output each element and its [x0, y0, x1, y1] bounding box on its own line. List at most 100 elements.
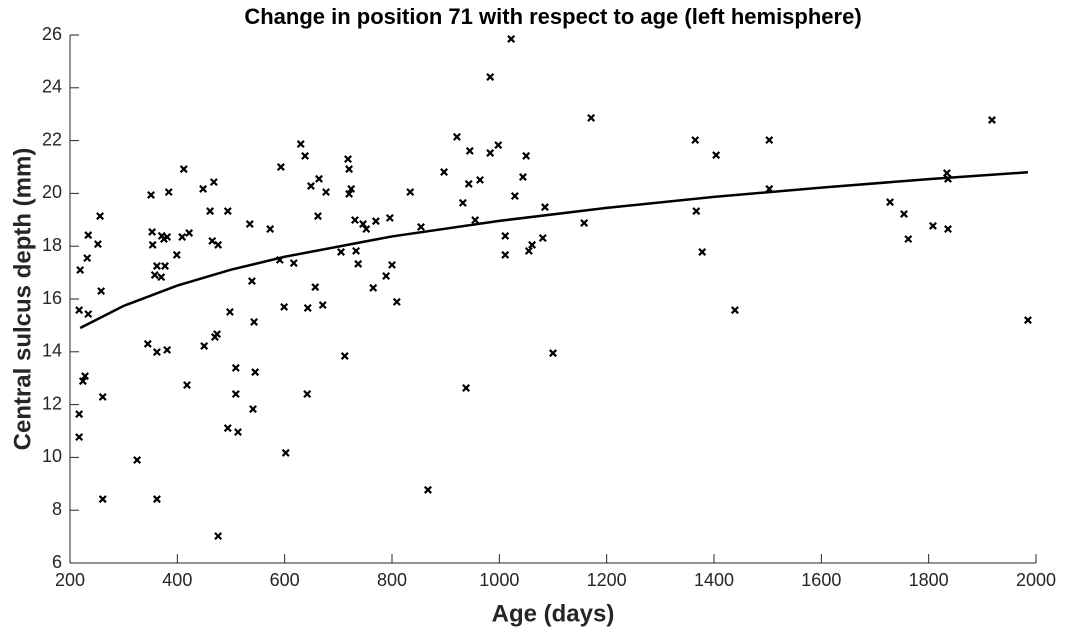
point	[494, 141, 503, 150]
point	[388, 260, 396, 269]
point	[458, 198, 467, 207]
y-tick-label: 14	[42, 341, 62, 361]
point	[904, 235, 913, 244]
point	[345, 165, 354, 174]
point	[471, 216, 480, 225]
point	[501, 250, 510, 259]
point	[359, 220, 367, 229]
point	[97, 287, 106, 296]
point	[501, 231, 510, 240]
point	[522, 151, 531, 160]
point	[301, 151, 310, 160]
point	[406, 188, 415, 197]
point	[152, 262, 161, 270]
point	[231, 363, 240, 372]
point	[247, 277, 256, 286]
point	[157, 273, 166, 282]
x-tick-label: 1000	[479, 570, 519, 590]
point	[163, 345, 172, 354]
point	[208, 236, 217, 245]
point	[417, 222, 425, 231]
point	[143, 339, 152, 348]
point	[730, 306, 739, 315]
point	[276, 163, 285, 171]
point	[199, 184, 208, 193]
point	[213, 330, 222, 339]
x-tick-label: 400	[162, 570, 192, 590]
point	[249, 405, 257, 414]
point	[152, 348, 161, 357]
point	[183, 381, 191, 390]
point	[75, 433, 84, 442]
y-axis-label: Central sulcus depth (mm)	[9, 148, 36, 451]
x-tick-label: 2000	[1016, 570, 1056, 590]
point	[382, 272, 391, 281]
y-tick-label: 20	[42, 182, 62, 202]
point	[476, 175, 484, 184]
point	[371, 217, 380, 226]
y-tick-label: 12	[42, 393, 62, 413]
point	[587, 113, 596, 122]
point	[1023, 316, 1032, 325]
point	[251, 368, 260, 377]
point	[250, 317, 259, 326]
point	[133, 456, 142, 465]
point	[266, 225, 275, 234]
point	[209, 178, 218, 187]
point	[528, 240, 537, 249]
point	[362, 225, 371, 234]
point	[322, 188, 330, 197]
point	[900, 210, 908, 218]
y-tick-label: 6	[52, 552, 62, 572]
point	[385, 213, 394, 222]
point	[347, 184, 356, 193]
point	[712, 151, 721, 160]
point	[172, 250, 181, 259]
point	[538, 234, 547, 242]
point	[150, 270, 159, 279]
point	[340, 352, 349, 361]
y-tick-label: 8	[52, 499, 62, 519]
point	[698, 248, 707, 256]
point	[84, 310, 93, 319]
y-tick-label: 16	[42, 288, 62, 308]
point	[692, 207, 701, 216]
point	[96, 212, 105, 221]
point	[148, 227, 157, 236]
x-tick-label: 1600	[801, 570, 841, 590]
point	[691, 136, 700, 145]
point	[148, 240, 157, 249]
point	[928, 221, 937, 230]
point	[296, 140, 305, 149]
point	[344, 155, 352, 164]
point	[206, 207, 215, 216]
point	[303, 303, 312, 312]
point	[233, 428, 242, 437]
point	[147, 191, 156, 199]
point	[352, 246, 361, 255]
x-tick-label: 600	[270, 570, 300, 590]
y-tick-label: 18	[42, 235, 62, 255]
point	[152, 495, 161, 504]
point	[214, 532, 223, 541]
point	[486, 149, 495, 157]
point	[942, 169, 951, 178]
y-tick-label: 10	[42, 446, 62, 466]
point	[81, 372, 90, 381]
point	[392, 297, 401, 306]
point	[161, 262, 169, 270]
point	[765, 136, 774, 145]
point	[313, 212, 322, 221]
x-tick-label: 1800	[909, 570, 949, 590]
point	[200, 342, 209, 350]
point	[289, 259, 298, 268]
point	[510, 192, 519, 201]
point	[350, 216, 359, 225]
point	[886, 198, 895, 207]
x-tick-label: 800	[377, 570, 407, 590]
point	[580, 218, 589, 227]
point	[944, 225, 952, 234]
point	[164, 188, 173, 197]
point	[318, 301, 327, 310]
